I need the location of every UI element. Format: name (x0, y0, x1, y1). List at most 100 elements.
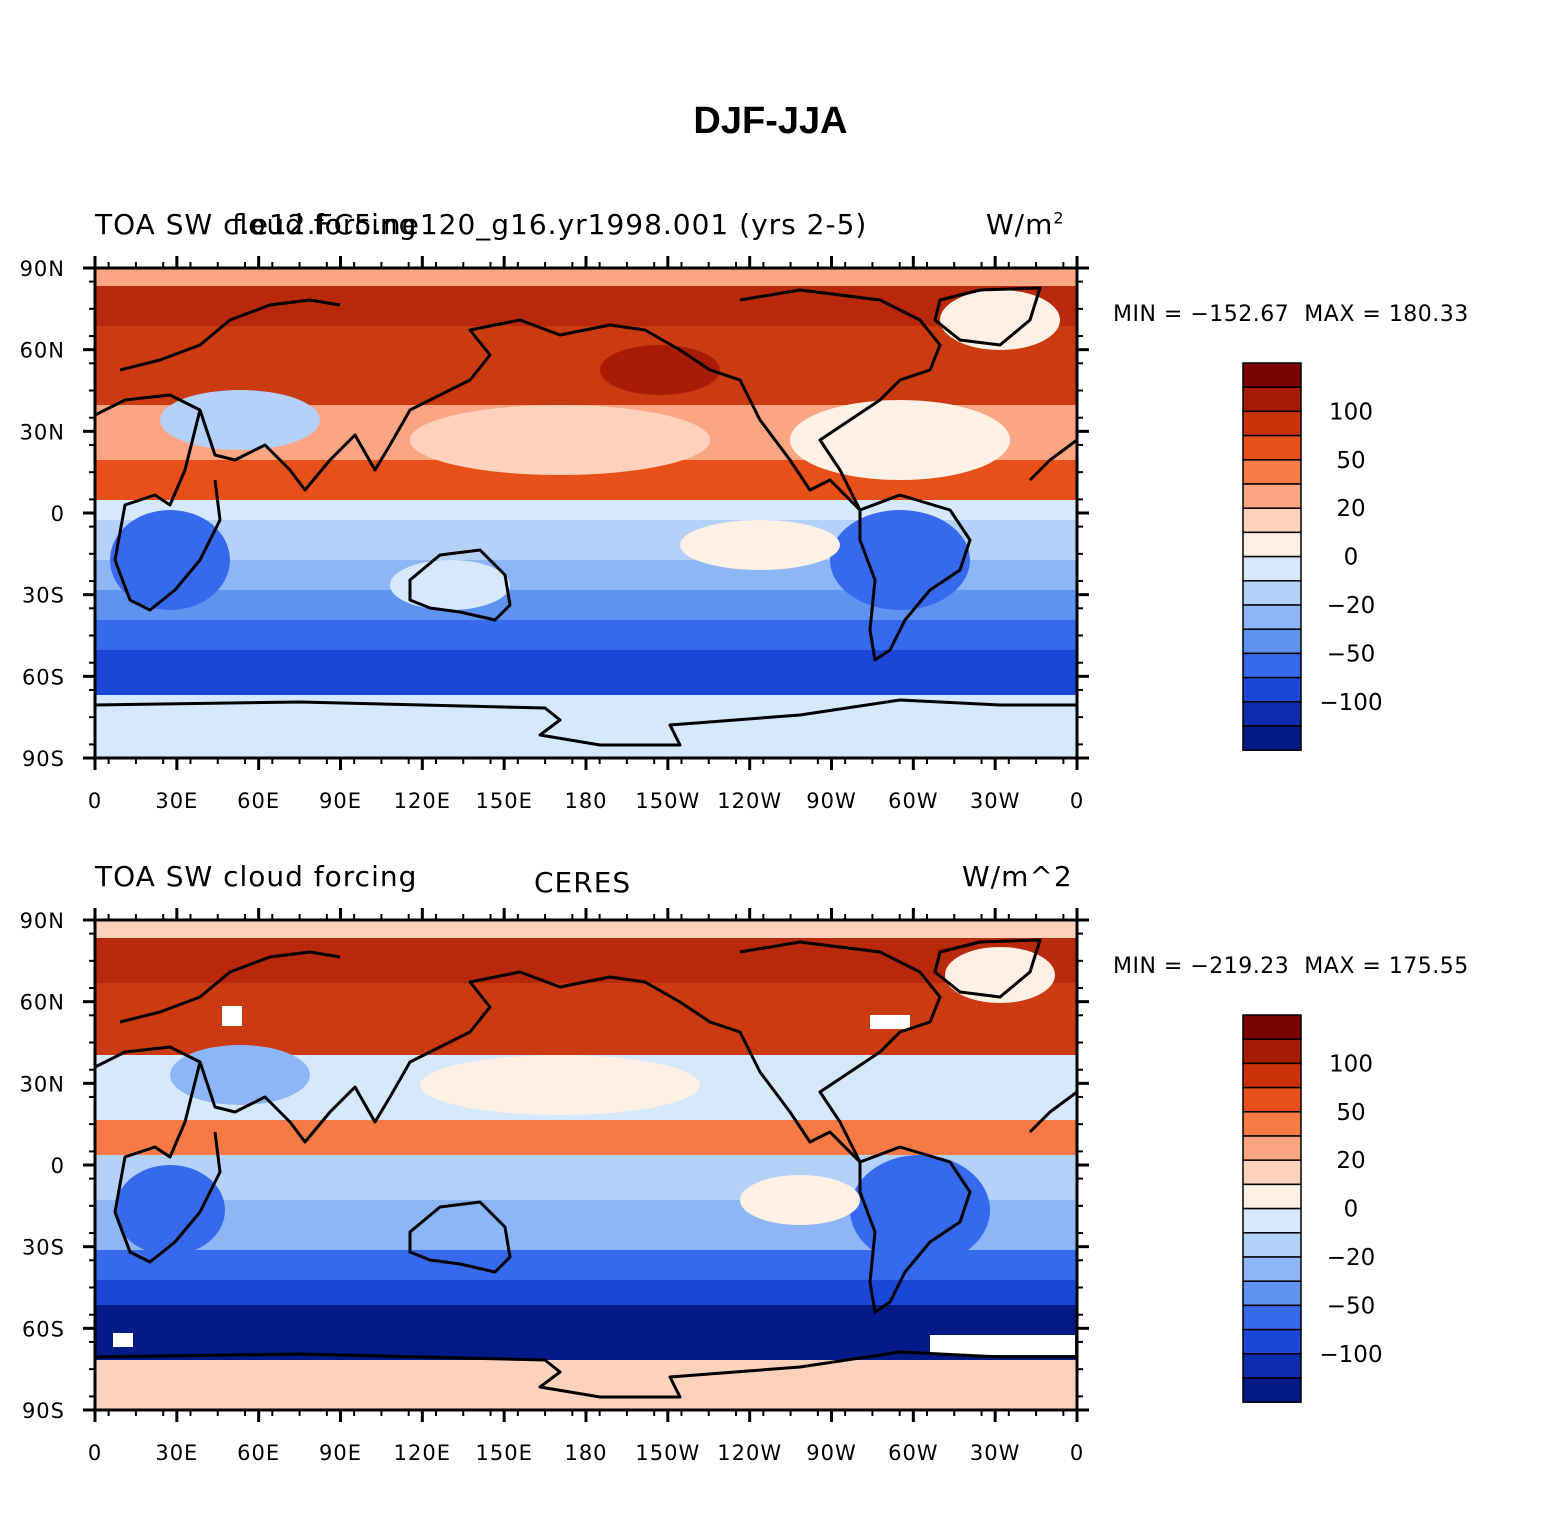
lon-tick-label: 180 (564, 1441, 607, 1465)
panel1-max-value: 180.33 (1388, 302, 1469, 327)
lon-tick-label: 150E (475, 1441, 532, 1465)
colorbar-swatch (1242, 1304, 1302, 1331)
panel1-units-text: W/m (986, 208, 1054, 241)
colorbar-1: 100 50 20 0 −20 −50 −100 (1242, 362, 1383, 751)
colorbar-2: 100 50 20 0 −20 −50 −100 (1242, 1014, 1383, 1403)
colorbar-swatch (1242, 1014, 1302, 1040)
lon-tick-label: 180 (564, 789, 607, 813)
lon-tick-label: 30W (970, 1441, 1021, 1465)
colorbar-swatch (1242, 1377, 1302, 1403)
lon-tick-label: 90E (319, 1441, 362, 1465)
colorbar-label: −20 (1327, 593, 1376, 619)
panel2-units-label: W/m^2 (962, 860, 1073, 893)
colorbar-swatch (1242, 386, 1302, 413)
panel1-min-value: −152.67 (1190, 302, 1290, 327)
lon-tick-label: 150W (635, 789, 700, 813)
panel2-map (93, 918, 1079, 1412)
lon-tick-label: 90W (806, 1441, 857, 1465)
colorbar-swatch (1242, 580, 1302, 606)
lat-tick-label: 0 (51, 1154, 65, 1178)
panel1-map (93, 266, 1079, 760)
lon-tick-label: 0 (1070, 1441, 1084, 1465)
lon-tick-label: 0 (88, 789, 102, 813)
panel1-units-label: W/m2 (986, 208, 1065, 241)
colorbar-swatch (1242, 531, 1302, 558)
colorbar-swatch (1242, 1280, 1302, 1307)
lon-tick-label: 120E (394, 1441, 451, 1465)
colorbar-swatch (1242, 459, 1302, 485)
colorbar-swatch (1242, 604, 1302, 630)
lat-tick-label: 60N (20, 339, 65, 363)
colorbar-swatch (1242, 362, 1302, 388)
colorbar-label: 50 (1336, 448, 1365, 474)
colorbar-swatch (1242, 1183, 1302, 1210)
lon-tick-label: 90W (806, 789, 857, 813)
panel1-center-label: f.e12.FC5.ne120_g16.yr1998.001 (yrs 2-5) (232, 208, 868, 241)
lon-tick-label: 120W (717, 1441, 782, 1465)
colorbar-swatch (1242, 1111, 1302, 1137)
lat-tick-label: 60S (22, 665, 65, 689)
colorbar-swatch (1242, 555, 1302, 582)
colorbar-swatch (1242, 1086, 1302, 1113)
lat-tick-label: 30S (22, 1236, 65, 1260)
panel2-max-label: MAX (1304, 954, 1355, 979)
lon-tick-label: 60W (888, 1441, 939, 1465)
colorbar-swatch (1242, 1328, 1302, 1355)
panel1-units-sup: 2 (1053, 208, 1065, 228)
colorbar-swatch (1242, 1207, 1302, 1234)
lon-tick-label: 30W (970, 789, 1021, 813)
colorbar-label: 50 (1336, 1100, 1365, 1126)
lat-tick-label: 30N (20, 420, 65, 444)
colorbar-swatch (1242, 1062, 1302, 1089)
colorbar-swatch (1242, 628, 1302, 655)
colorbar-swatch (1242, 676, 1302, 703)
lon-tick-label: 60E (237, 1441, 280, 1465)
lon-tick-label: 150E (475, 789, 532, 813)
colorbar-swatch (1242, 725, 1302, 751)
colorbar-label: −50 (1327, 1293, 1376, 1319)
colorbar-label: 20 (1336, 1148, 1365, 1174)
panel1-left-label: TOA SW cloud forcing (95, 208, 418, 241)
panel1-minmax: MIN = −152.67 MAX = 180.33 (1113, 302, 1469, 327)
lat-tick-label: 30N (20, 1072, 65, 1096)
figure-title: DJF-JJA (693, 100, 848, 142)
lon-tick-label: 150W (635, 1441, 700, 1465)
panel2-min-value: −219.23 (1190, 954, 1290, 979)
panel2-min-label: MIN (1113, 954, 1157, 979)
colorbar-swatch (1242, 507, 1302, 534)
lat-tick-label: 30S (22, 584, 65, 608)
colorbar-label: −100 (1319, 690, 1382, 716)
lon-tick-label: 0 (88, 1441, 102, 1465)
lat-tick-label: 90S (22, 747, 65, 771)
lon-tick-label: 30E (155, 1441, 198, 1465)
lat-tick-label: 90N (20, 909, 65, 933)
panel2-center-label: CERES (534, 866, 632, 899)
lat-tick-label: 90S (22, 1399, 65, 1423)
colorbar-label: −100 (1319, 1342, 1382, 1368)
colorbar-swatch (1242, 652, 1302, 679)
colorbar-label: 0 (1344, 1197, 1359, 1223)
colorbar-label: −50 (1327, 641, 1376, 667)
colorbar-swatch (1242, 1135, 1302, 1161)
colorbar-swatch (1242, 410, 1302, 437)
colorbar-swatch (1242, 434, 1302, 461)
lat-tick-label: 60S (22, 1317, 65, 1341)
colorbar-swatch (1242, 1353, 1302, 1379)
colorbar-swatch (1242, 701, 1302, 727)
panel1-max-label: MAX (1304, 302, 1355, 327)
lat-tick-label: 0 (51, 502, 65, 526)
panel2-left-label: TOA SW cloud forcing (95, 860, 418, 893)
lon-tick-label: 30E (155, 789, 198, 813)
lon-tick-label: 120E (394, 789, 451, 813)
lat-tick-label: 60N (20, 991, 65, 1015)
colorbar-label: 100 (1329, 399, 1373, 425)
colorbar-swatch (1242, 1256, 1302, 1282)
colorbar-label: 0 (1344, 545, 1359, 571)
lon-tick-label: 120W (717, 789, 782, 813)
panel2-minmax: MIN = −219.23 MAX = 175.55 (1113, 954, 1469, 979)
colorbar-swatch (1242, 1159, 1302, 1186)
colorbar-label: 100 (1329, 1051, 1373, 1077)
lon-tick-label: 60E (237, 789, 280, 813)
colorbar-swatch (1242, 1038, 1302, 1065)
